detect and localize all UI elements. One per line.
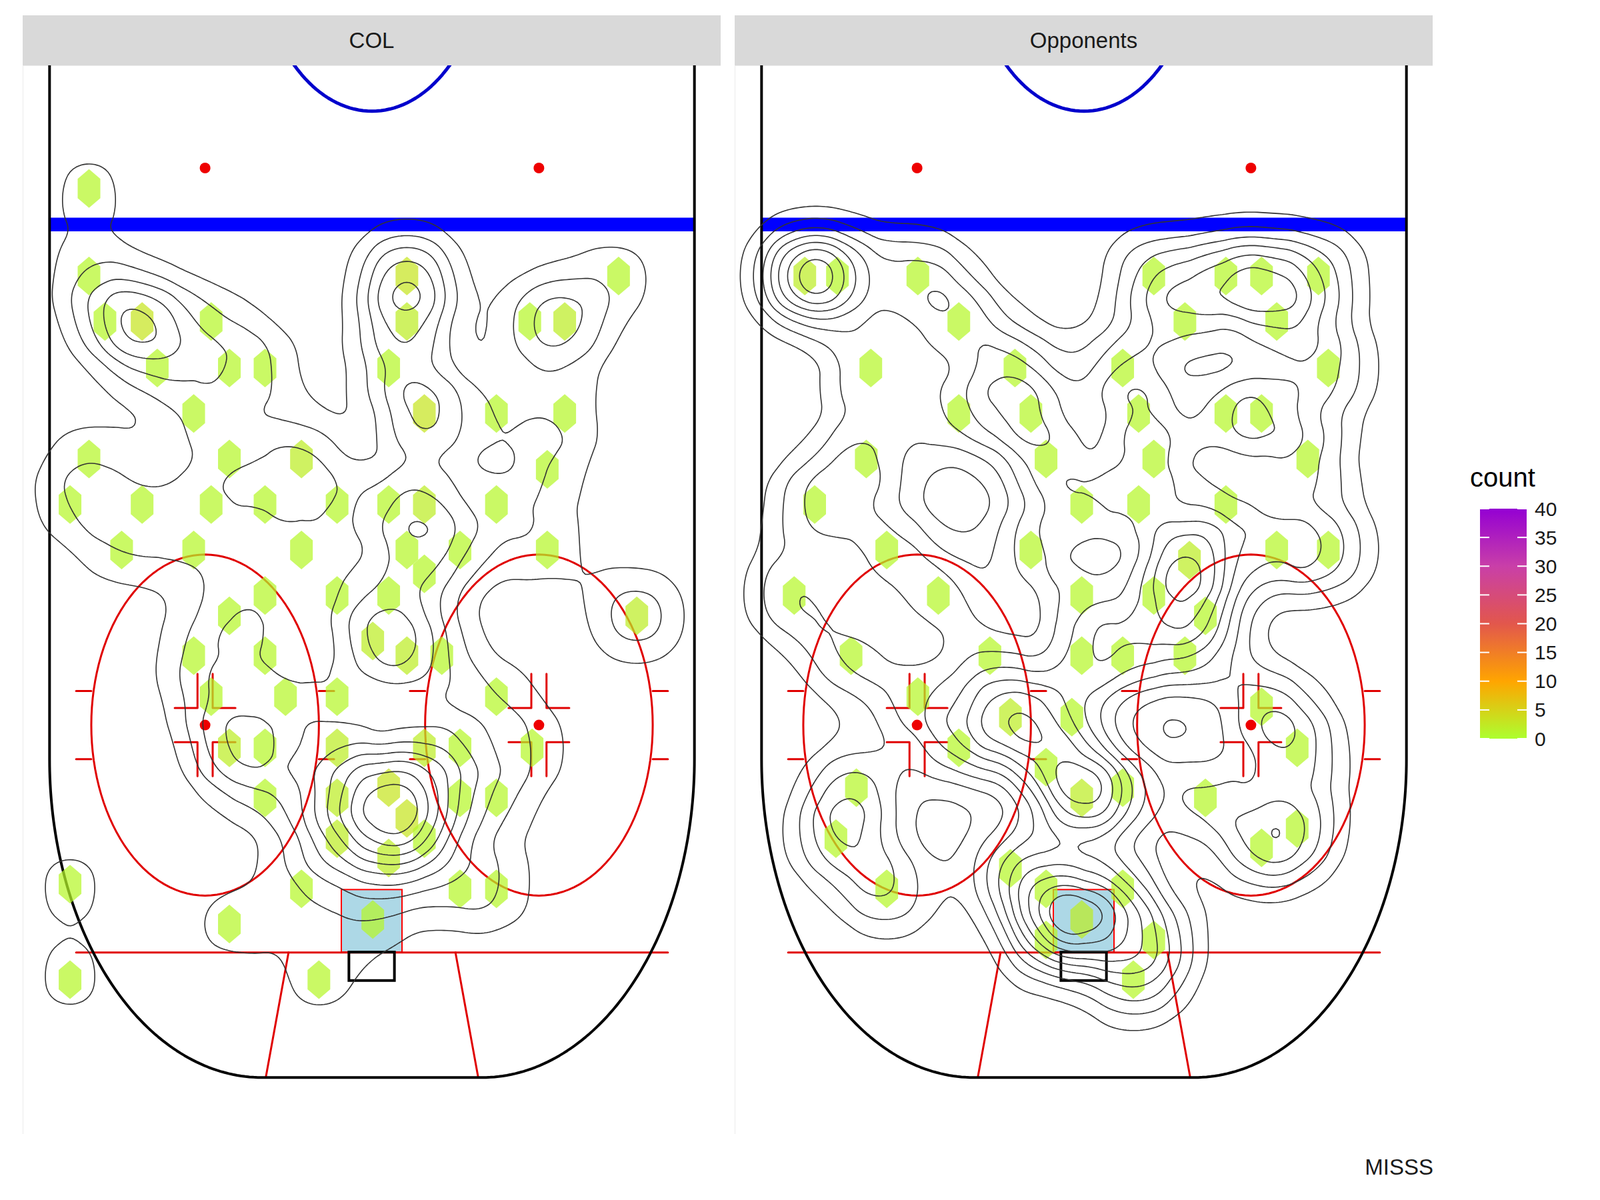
svg-text:40: 40 xyxy=(1534,498,1557,520)
svg-text:10: 10 xyxy=(1534,670,1557,692)
html-text:Opponents: Opponents xyxy=(1029,27,1138,53)
svg-text:0: 0 xyxy=(1534,728,1546,750)
svg-text:count: count xyxy=(1470,462,1536,492)
svg-text:35: 35 xyxy=(1534,526,1557,549)
html-text:MISSS: MISSS xyxy=(1364,1154,1434,1180)
svg-text:30: 30 xyxy=(1534,555,1557,578)
svg-text:5: 5 xyxy=(1534,698,1546,721)
svg-text:25: 25 xyxy=(1534,584,1557,606)
svg-text:20: 20 xyxy=(1534,612,1557,635)
html-text:COL: COL xyxy=(349,27,395,53)
svg-text:15: 15 xyxy=(1534,641,1557,664)
